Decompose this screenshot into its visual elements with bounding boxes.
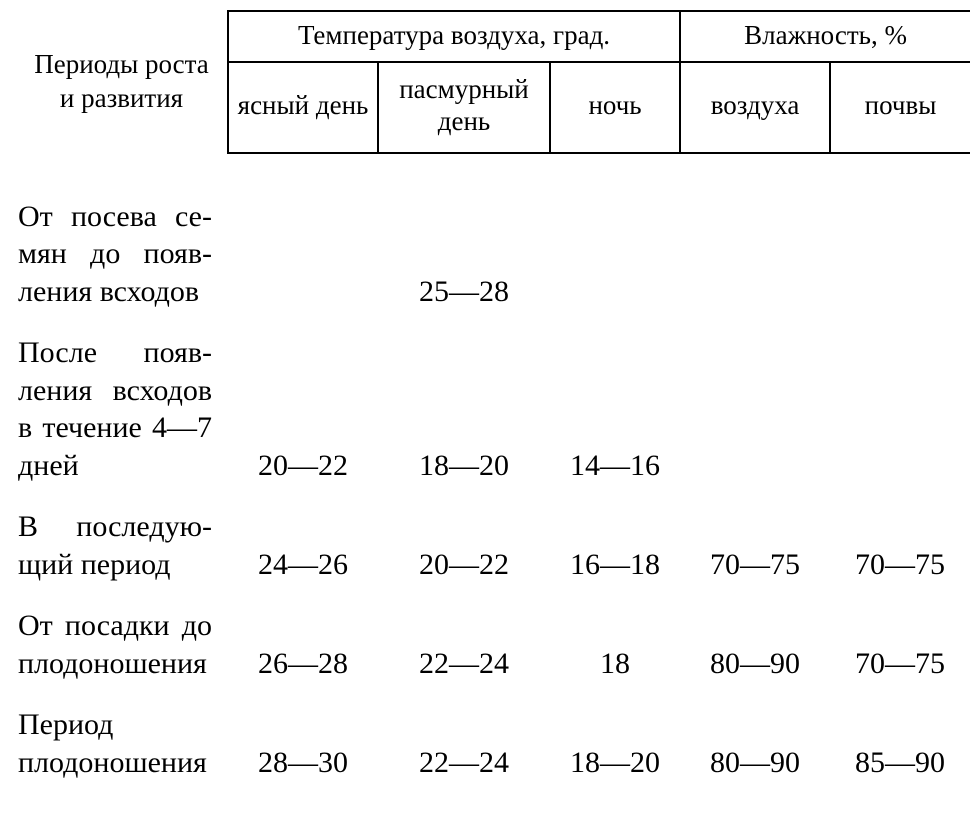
cell-period: От посадки до плодоно­шения [18,587,228,686]
cell-cloudy-day: 25—28 [378,178,550,315]
cell-air: 80—90 [680,686,830,785]
header-periods-label: Периоды роста и развития [18,11,228,153]
cell-soil: 70—75 [830,587,970,686]
table-row: После появ­ления всхо­дов в тече­ние 4—7… [18,314,970,488]
header-row-groups: Периоды роста и развития Температура воз… [18,11,970,62]
cell-cloudy-day: 22—24 [378,587,550,686]
cell-night: 18—20 [550,686,680,785]
cell-period: В последую­щий период [18,488,228,587]
cell-air [680,178,830,315]
cell-period: От посева се­мян до появ­ления всхо­дов [18,178,228,315]
cell-period: После появ­ления всхо­дов в тече­ние 4—7… [18,314,228,488]
header-night: ночь [550,62,680,153]
spacer [18,153,970,178]
header-air: воздуха [680,62,830,153]
cell-cloudy-day: 18—20 [378,314,550,488]
cell-soil [830,178,970,315]
header-temp-group: Температура воздуха, град. [228,11,680,62]
cell-air: 80—90 [680,587,830,686]
cell-clear-day: 20—22 [228,314,378,488]
cell-cloudy-day: 20—22 [378,488,550,587]
table-row: От посева се­мян до появ­ления всхо­дов … [18,178,970,315]
cell-clear-day: 24—26 [228,488,378,587]
cell-night: 14—16 [550,314,680,488]
cell-clear-day: 26—28 [228,587,378,686]
cell-cloudy-day: 22—24 [378,686,550,785]
cell-period: Период плодоноше­ния [18,686,228,785]
cell-air [680,314,830,488]
cell-night: 16—18 [550,488,680,587]
cell-soil [830,314,970,488]
cell-clear-day: 28—30 [228,686,378,785]
header-cloudy-day: пасмурный день [378,62,550,153]
table-row: От посадки до плодоно­шения 26—28 22—24 … [18,587,970,686]
cell-night [550,178,680,315]
data-table: Периоды роста и развития Температура воз… [18,10,970,785]
header-soil: почвы [830,62,970,153]
page: Периоды роста и развития Температура воз… [0,0,970,834]
table-row: Период плодоноше­ния 28—30 22—24 18—20 8… [18,686,970,785]
cell-air: 70—75 [680,488,830,587]
header-humidity-group: Влажность, % [680,11,970,62]
header-clear-day: ясный день [228,62,378,153]
cell-clear-day [228,178,378,315]
cell-soil: 70—75 [830,488,970,587]
cell-soil: 85—90 [830,686,970,785]
cell-night: 18 [550,587,680,686]
table-row: В последую­щий период 24—26 20—22 16—18 … [18,488,970,587]
